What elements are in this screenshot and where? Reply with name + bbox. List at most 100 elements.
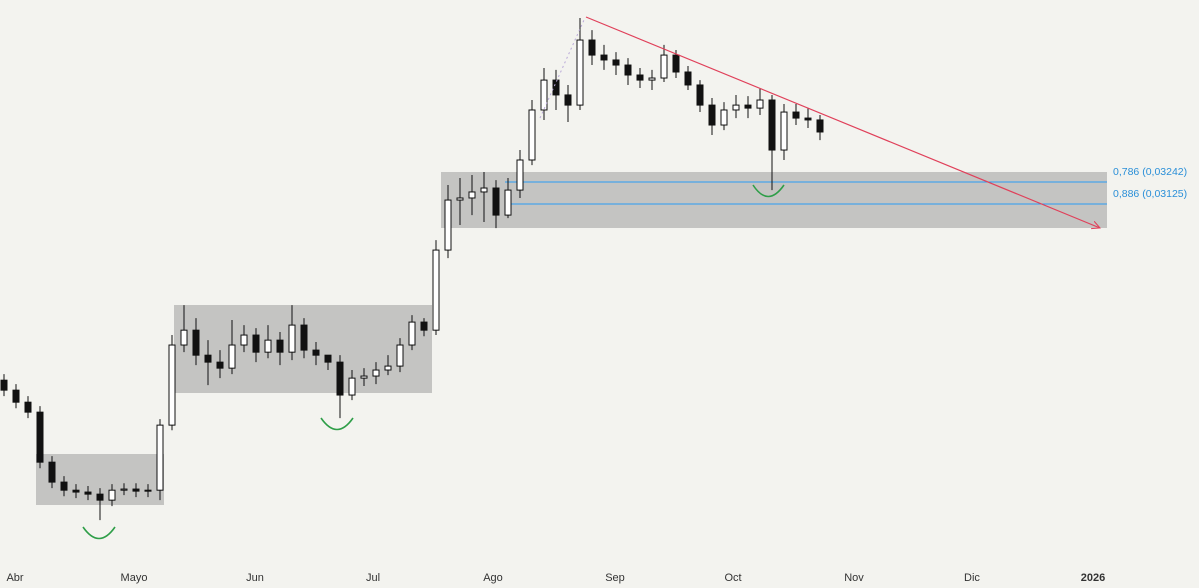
x-tick-label: Sep xyxy=(605,572,625,584)
candle-body xyxy=(72,489,80,493)
x-tick-label: Nov xyxy=(844,572,864,584)
candle-body xyxy=(36,411,44,463)
candle xyxy=(156,419,164,501)
candle xyxy=(696,80,704,113)
candle xyxy=(780,103,788,160)
candle-body xyxy=(660,54,668,79)
candle xyxy=(756,87,764,116)
candle-body xyxy=(372,369,380,377)
trend-line xyxy=(585,16,1100,228)
candle-body xyxy=(816,119,824,133)
candle-body xyxy=(444,199,452,251)
x-tick-label: 2026 xyxy=(1081,572,1105,584)
candle xyxy=(132,483,140,498)
candle xyxy=(228,320,236,375)
candle-body xyxy=(276,339,284,353)
fib-label: 0,786 (0,03242) xyxy=(1113,166,1187,178)
candle xyxy=(180,305,188,353)
candle-body xyxy=(324,354,332,363)
candle-body xyxy=(564,94,572,106)
candle-body xyxy=(0,379,8,391)
candle-body xyxy=(672,54,680,73)
candle xyxy=(312,342,320,366)
candle-body xyxy=(252,334,260,353)
candle-body xyxy=(624,64,632,76)
candle-body xyxy=(528,109,536,161)
candle-body xyxy=(780,111,788,151)
candle-body xyxy=(420,321,428,331)
bottom-arc xyxy=(82,526,116,540)
x-tick-label: Jun xyxy=(246,572,264,584)
candle-body xyxy=(756,99,764,109)
candle-body xyxy=(48,461,56,483)
candle xyxy=(744,96,752,119)
candle xyxy=(240,325,248,353)
candle xyxy=(564,84,572,123)
candle xyxy=(300,318,308,359)
x-tick-label: Ago xyxy=(483,572,503,584)
candle-body xyxy=(180,329,188,346)
candle xyxy=(24,396,32,419)
candle-body xyxy=(600,54,608,61)
candle xyxy=(432,240,440,336)
candle xyxy=(264,325,272,359)
candle-body xyxy=(132,488,140,492)
candle xyxy=(348,370,356,401)
candle-body xyxy=(312,349,320,356)
candle xyxy=(408,315,416,351)
candle-body xyxy=(24,401,32,413)
x-tick-label: Jul xyxy=(366,572,380,584)
candle-body xyxy=(384,365,392,371)
candle xyxy=(540,68,548,120)
candle-body xyxy=(792,111,800,119)
candle-body xyxy=(240,334,248,346)
candle xyxy=(552,69,560,110)
candle xyxy=(84,486,92,501)
candle xyxy=(636,68,644,88)
candle xyxy=(492,180,500,229)
candle-body xyxy=(396,344,404,367)
candle-body xyxy=(84,491,92,495)
candle xyxy=(96,488,104,521)
candle-body xyxy=(216,361,224,369)
candle-body xyxy=(648,77,656,81)
candle xyxy=(624,58,632,85)
candle-body xyxy=(456,197,464,201)
candle xyxy=(396,338,404,373)
bottom-arc xyxy=(320,417,354,431)
candle xyxy=(816,115,824,141)
candle xyxy=(36,406,44,469)
candle-body xyxy=(288,324,296,353)
candle-body xyxy=(804,117,812,121)
candle-body xyxy=(732,104,740,111)
x-tick-label: Oct xyxy=(724,572,741,584)
candle xyxy=(480,172,488,223)
candle-body xyxy=(480,187,488,193)
fib-label: 0,886 (0,03125) xyxy=(1113,188,1187,200)
candle xyxy=(420,318,428,337)
candle xyxy=(576,18,584,110)
candle xyxy=(768,94,776,191)
candle xyxy=(144,484,152,498)
candle-body xyxy=(552,79,560,96)
candle xyxy=(672,50,680,79)
candle xyxy=(336,355,344,419)
candle xyxy=(516,150,524,198)
candle xyxy=(204,340,212,386)
candle-body xyxy=(408,321,416,346)
candle-body xyxy=(492,187,500,216)
candle xyxy=(648,69,656,91)
candle-body xyxy=(468,191,476,199)
candle xyxy=(192,318,200,366)
candle-body xyxy=(516,159,524,191)
candle-body xyxy=(192,329,200,356)
candle-body xyxy=(108,489,116,501)
candle xyxy=(588,30,596,66)
candle-body xyxy=(156,424,164,491)
candle xyxy=(384,355,392,376)
candle-body xyxy=(336,361,344,396)
candle-body xyxy=(576,39,584,106)
candle-body xyxy=(696,84,704,106)
candle xyxy=(612,52,620,76)
